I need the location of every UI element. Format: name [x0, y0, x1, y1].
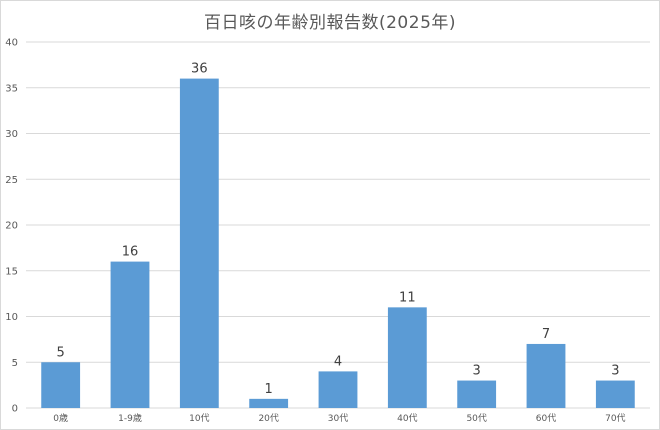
- bar: [249, 398, 289, 408]
- x-category-label: 0歳: [53, 412, 68, 424]
- bar: [387, 307, 427, 408]
- y-tick-label: 0: [12, 404, 18, 415]
- bar: [110, 261, 150, 408]
- y-tick-label: 25: [5, 175, 18, 186]
- bar: [595, 380, 635, 408]
- x-category-label: 40代: [397, 413, 417, 424]
- x-category-label: 50代: [466, 413, 486, 424]
- bar: [457, 380, 497, 408]
- y-axis-ticks: 0 5 10 15 20 25 30 35 40: [5, 38, 18, 415]
- bar: [179, 78, 219, 408]
- x-category-label: 30代: [328, 413, 348, 424]
- data-label: 3: [611, 364, 619, 379]
- x-category-label: 20代: [258, 413, 278, 424]
- data-label: 1: [265, 382, 273, 397]
- data-label: 4: [334, 354, 342, 369]
- y-tick-label: 15: [5, 266, 18, 277]
- bar: [41, 362, 81, 408]
- y-tick-label: 5: [12, 358, 18, 369]
- x-category-label: 1-9歳: [118, 412, 142, 424]
- x-axis-categories: 0歳 1-9歳 10代 20代 30代 40代 50代 60代 70代: [53, 412, 625, 424]
- bar: [318, 371, 358, 408]
- y-tick-label: 40: [5, 38, 18, 49]
- bar: [526, 343, 566, 408]
- data-label: 36: [191, 62, 208, 77]
- bars: [41, 78, 635, 408]
- data-label: 11: [399, 290, 416, 305]
- data-label: 3: [473, 364, 481, 379]
- chart-title: 百日咳の年齢別報告数(2025年): [203, 13, 457, 33]
- data-label: 5: [57, 345, 65, 360]
- gridlines: [26, 41, 650, 409]
- y-tick-label: 35: [5, 83, 18, 94]
- data-label: 7: [542, 327, 550, 342]
- y-tick-label: 10: [5, 312, 18, 323]
- data-label: 16: [122, 245, 139, 260]
- x-category-label: 10代: [189, 413, 209, 424]
- x-category-label: 70代: [605, 413, 625, 424]
- y-tick-label: 20: [5, 221, 18, 232]
- x-category-label: 60代: [536, 413, 556, 424]
- y-tick-label: 30: [5, 129, 18, 140]
- data-labels: 5 16 36 1 4 11 3 7 3: [57, 62, 620, 397]
